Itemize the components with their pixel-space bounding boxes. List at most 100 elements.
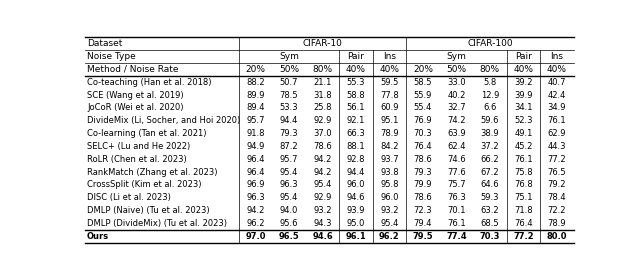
Text: 96.3: 96.3 xyxy=(280,180,298,189)
Text: 72.2: 72.2 xyxy=(548,206,566,215)
Text: 74.6: 74.6 xyxy=(447,155,466,164)
Text: 93.7: 93.7 xyxy=(380,155,399,164)
Text: 58.8: 58.8 xyxy=(347,90,365,100)
Text: RoLR (Chen et al. 2023): RoLR (Chen et al. 2023) xyxy=(87,155,187,164)
Text: 75.8: 75.8 xyxy=(514,167,532,177)
Text: 50.7: 50.7 xyxy=(280,78,298,87)
Text: 94.6: 94.6 xyxy=(347,193,365,202)
Text: 42.4: 42.4 xyxy=(548,90,566,100)
Text: DMLP (Naive) (Tu et al. 2023): DMLP (Naive) (Tu et al. 2023) xyxy=(87,206,209,215)
Text: 88.1: 88.1 xyxy=(347,142,365,151)
Text: 75.1: 75.1 xyxy=(514,193,532,202)
Text: 95.4: 95.4 xyxy=(280,167,298,177)
Text: 96.0: 96.0 xyxy=(380,193,399,202)
Text: 76.5: 76.5 xyxy=(547,167,566,177)
Text: 78.6: 78.6 xyxy=(313,142,332,151)
Text: 39.2: 39.2 xyxy=(514,78,532,87)
Text: 77.6: 77.6 xyxy=(447,167,466,177)
Text: 40%: 40% xyxy=(380,65,399,74)
Text: 55.4: 55.4 xyxy=(413,103,432,112)
Text: 77.4: 77.4 xyxy=(446,232,467,241)
Text: 60.9: 60.9 xyxy=(380,103,399,112)
Text: 59.5: 59.5 xyxy=(380,78,399,87)
Text: 21.1: 21.1 xyxy=(314,78,332,87)
Text: 92.1: 92.1 xyxy=(347,116,365,125)
Text: 76.4: 76.4 xyxy=(514,219,532,228)
Text: 12.9: 12.9 xyxy=(481,90,499,100)
Text: 39.9: 39.9 xyxy=(514,90,532,100)
Text: 96.2: 96.2 xyxy=(246,219,265,228)
Text: 6.6: 6.6 xyxy=(483,103,497,112)
Text: 79.5: 79.5 xyxy=(413,232,433,241)
Text: 62.9: 62.9 xyxy=(548,129,566,138)
Text: 20%: 20% xyxy=(413,65,433,74)
Text: 70.3: 70.3 xyxy=(479,232,500,241)
Text: 5.8: 5.8 xyxy=(483,78,497,87)
Text: 78.9: 78.9 xyxy=(380,129,399,138)
Text: Co-learning (Tan et al. 2021): Co-learning (Tan et al. 2021) xyxy=(87,129,207,138)
Text: SCE (Wang et al. 2019): SCE (Wang et al. 2019) xyxy=(87,90,184,100)
Text: 70.3: 70.3 xyxy=(413,129,432,138)
Text: 55.9: 55.9 xyxy=(413,90,432,100)
Text: 40.7: 40.7 xyxy=(548,78,566,87)
Text: 52.3: 52.3 xyxy=(514,116,532,125)
Text: 71.8: 71.8 xyxy=(514,206,532,215)
Text: Method / Noise Rate: Method / Noise Rate xyxy=(87,65,179,74)
Text: DivideMix (Li, Socher, and Hoi 2020): DivideMix (Li, Socher, and Hoi 2020) xyxy=(87,116,240,125)
Text: 87.2: 87.2 xyxy=(280,142,298,151)
Text: Dataset: Dataset xyxy=(87,39,122,48)
Text: Sym: Sym xyxy=(279,52,299,61)
Text: 77.8: 77.8 xyxy=(380,90,399,100)
Text: 88.2: 88.2 xyxy=(246,78,265,87)
Text: 94.3: 94.3 xyxy=(313,219,332,228)
Text: 76.8: 76.8 xyxy=(514,180,532,189)
Text: 94.2: 94.2 xyxy=(314,167,332,177)
Text: 25.8: 25.8 xyxy=(313,103,332,112)
Text: 44.3: 44.3 xyxy=(548,142,566,151)
Text: 80%: 80% xyxy=(480,65,500,74)
Text: 40%: 40% xyxy=(547,65,567,74)
Text: DMLP (DivideMix) (Tu et al. 2023): DMLP (DivideMix) (Tu et al. 2023) xyxy=(87,219,227,228)
Text: 95.7: 95.7 xyxy=(246,116,265,125)
Text: CIFAR-10: CIFAR-10 xyxy=(303,39,342,48)
Text: 89.9: 89.9 xyxy=(246,90,265,100)
Text: Ours: Ours xyxy=(87,232,109,241)
Text: 70.1: 70.1 xyxy=(447,206,466,215)
Text: 37.0: 37.0 xyxy=(313,129,332,138)
Text: 89.4: 89.4 xyxy=(246,103,265,112)
Text: 96.2: 96.2 xyxy=(379,232,400,241)
Text: Pair: Pair xyxy=(515,52,532,61)
Text: 94.2: 94.2 xyxy=(246,206,265,215)
Text: 94.4: 94.4 xyxy=(280,116,298,125)
Text: 67.2: 67.2 xyxy=(481,167,499,177)
Text: 76.4: 76.4 xyxy=(413,142,432,151)
Text: 78.6: 78.6 xyxy=(413,193,432,202)
Text: 66.2: 66.2 xyxy=(481,155,499,164)
Text: 94.0: 94.0 xyxy=(280,206,298,215)
Text: 33.0: 33.0 xyxy=(447,78,466,87)
Text: 50%: 50% xyxy=(279,65,299,74)
Text: 59.3: 59.3 xyxy=(481,193,499,202)
Text: 96.3: 96.3 xyxy=(246,193,265,202)
Text: CIFAR-100: CIFAR-100 xyxy=(467,39,513,48)
Text: 93.2: 93.2 xyxy=(313,206,332,215)
Text: 95.6: 95.6 xyxy=(280,219,298,228)
Text: 72.3: 72.3 xyxy=(413,206,432,215)
Text: 76.9: 76.9 xyxy=(413,116,432,125)
Text: 95.0: 95.0 xyxy=(347,219,365,228)
Text: 49.1: 49.1 xyxy=(514,129,532,138)
Text: 75.7: 75.7 xyxy=(447,180,466,189)
Text: 68.5: 68.5 xyxy=(481,219,499,228)
Text: 40%: 40% xyxy=(513,65,533,74)
Text: Ins: Ins xyxy=(550,52,563,61)
Text: 45.2: 45.2 xyxy=(514,142,532,151)
Text: 93.8: 93.8 xyxy=(380,167,399,177)
Text: 94.2: 94.2 xyxy=(314,155,332,164)
Text: JoCoR (Wei et al. 2020): JoCoR (Wei et al. 2020) xyxy=(87,103,184,112)
Text: 56.1: 56.1 xyxy=(347,103,365,112)
Text: 78.5: 78.5 xyxy=(280,90,298,100)
Text: 63.2: 63.2 xyxy=(481,206,499,215)
Text: 34.1: 34.1 xyxy=(514,103,532,112)
Text: 80%: 80% xyxy=(312,65,333,74)
Text: 79.9: 79.9 xyxy=(413,180,432,189)
